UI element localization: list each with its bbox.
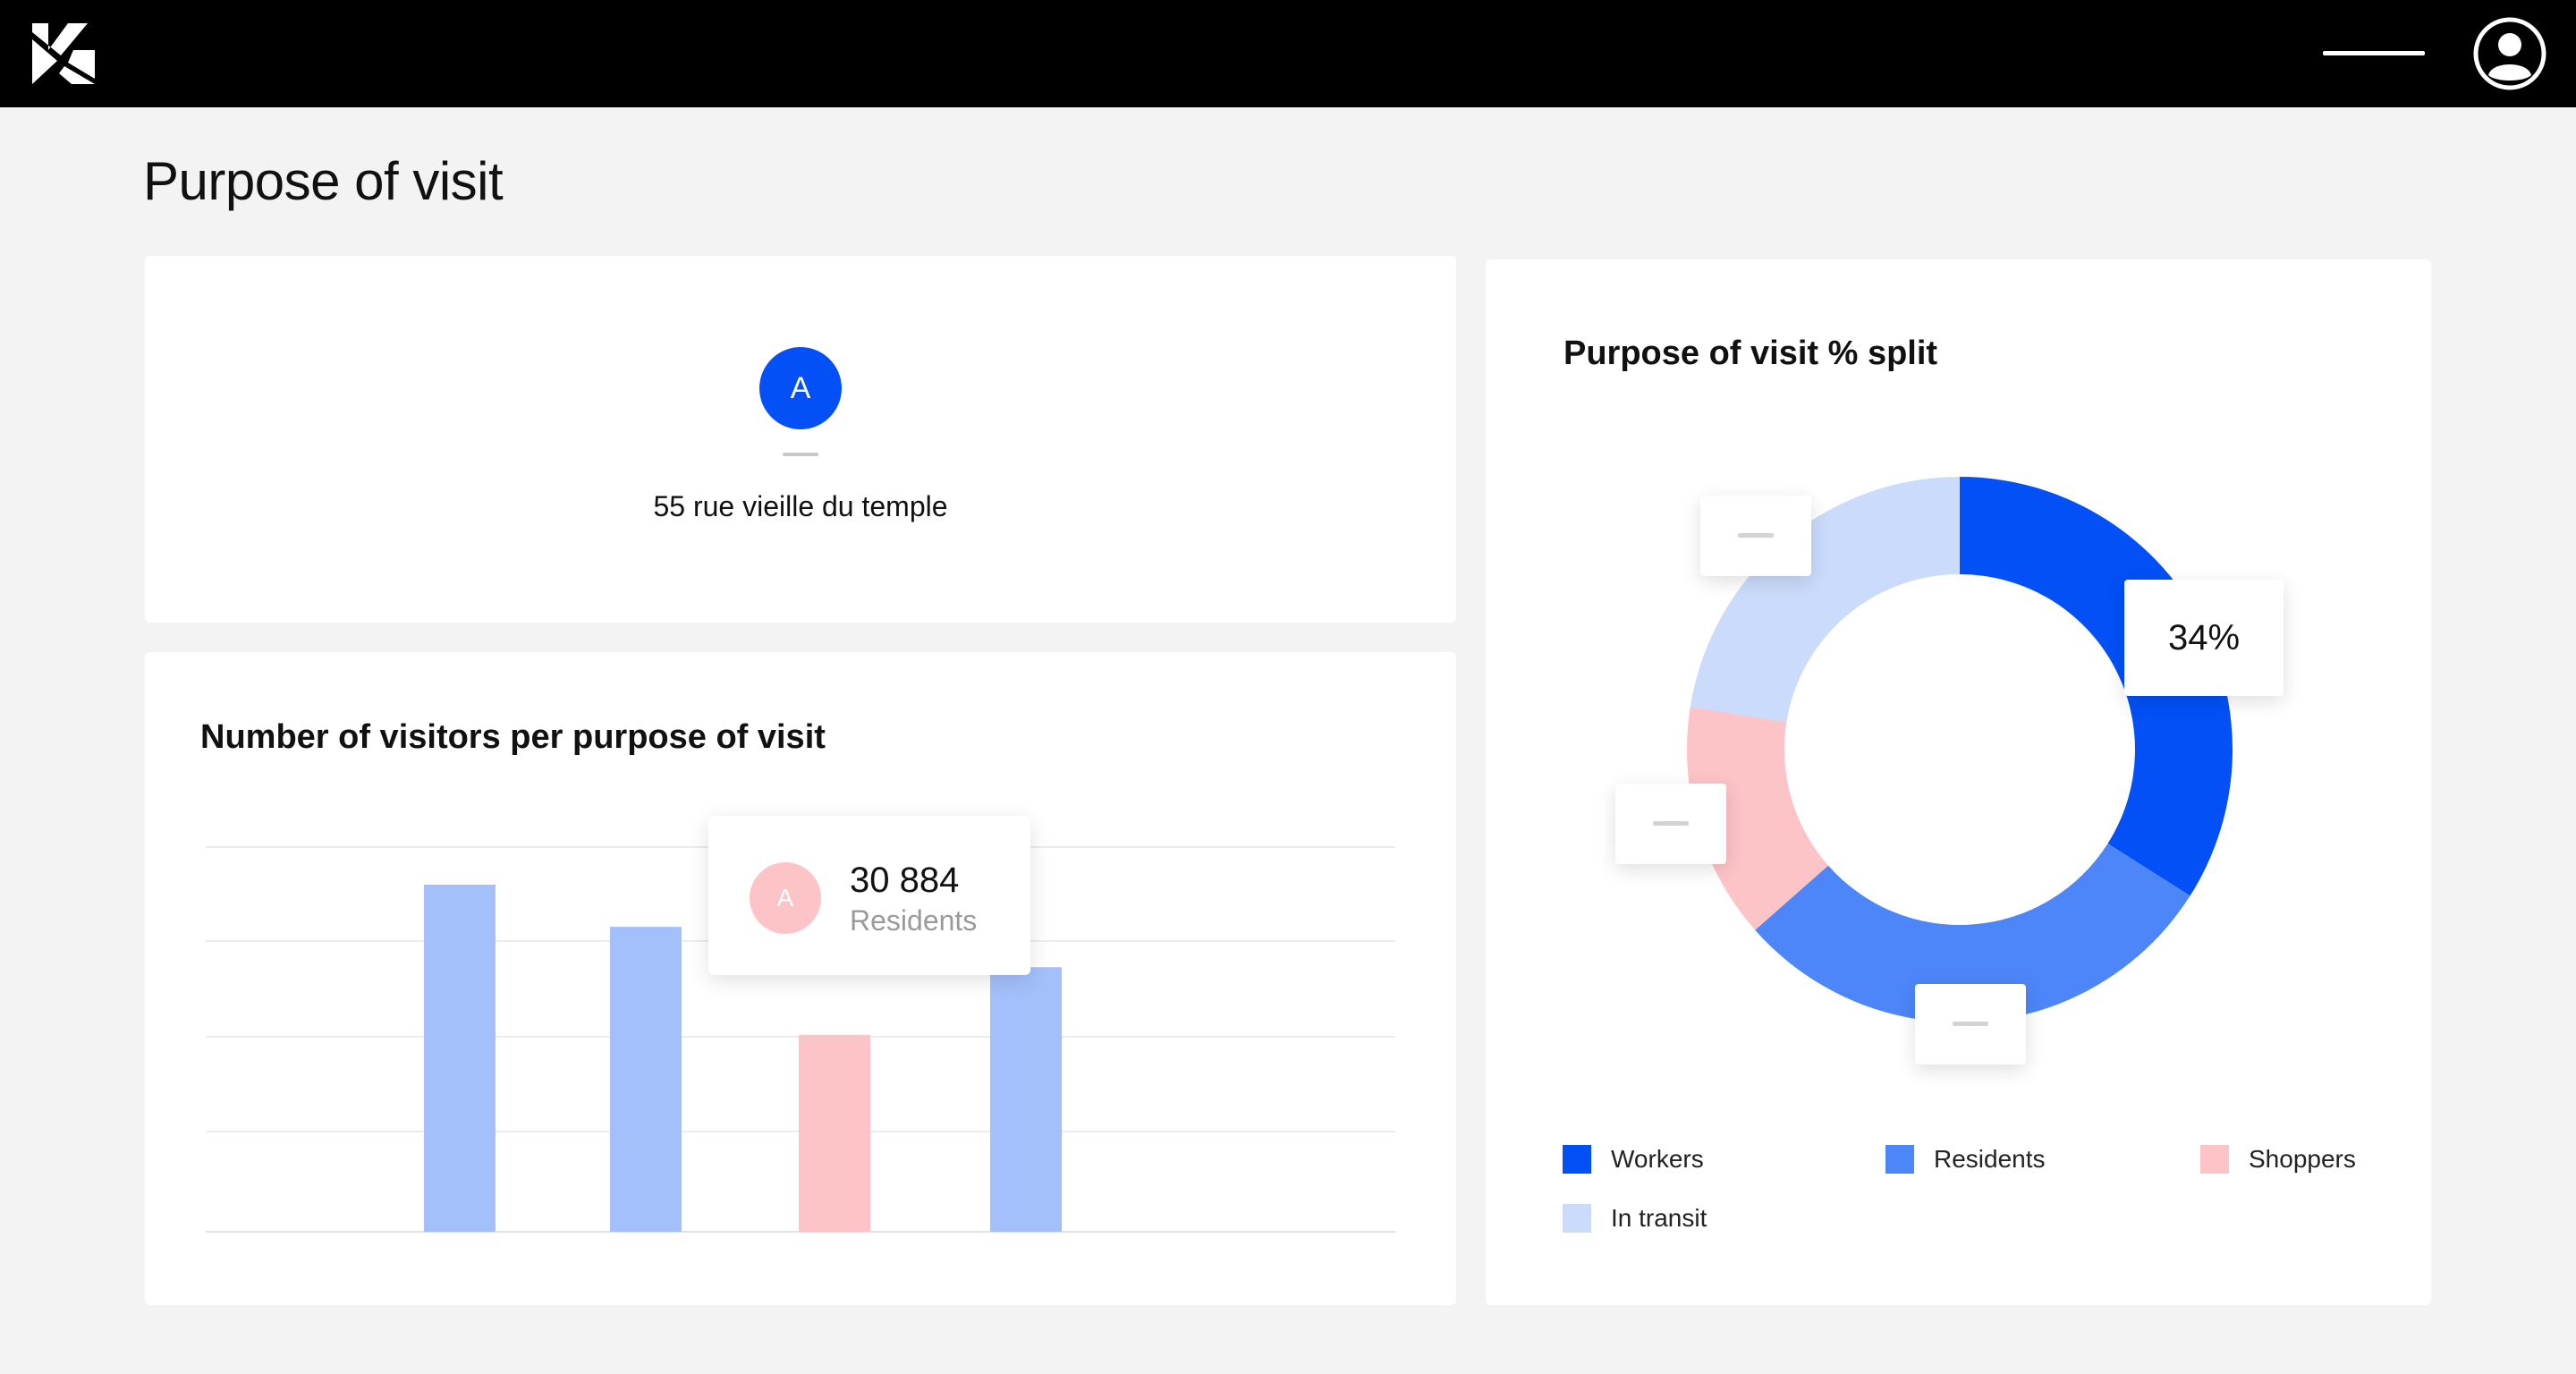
menu-icon[interactable]	[2323, 51, 2425, 55]
legend-label-in-transit: In transit	[1611, 1204, 1707, 1232]
legend-label-residents: Residents	[1934, 1145, 2046, 1173]
legend-label-shoppers: Shoppers	[2249, 1145, 2356, 1173]
legend-item-shoppers[interactable]: Shoppers	[2200, 1145, 2356, 1174]
user-profile-icon[interactable]	[2472, 16, 2547, 91]
legend-item-residents[interactable]: Residents	[1885, 1145, 2046, 1174]
location-address: 55 rue vieille du temple	[653, 490, 948, 522]
bar[interactable]	[990, 967, 1062, 1232]
bar-chart-title: Number of visitors per purpose of visit	[200, 718, 826, 756]
callout-placeholder-dash	[1953, 1022, 1988, 1026]
donut-slice-residents[interactable]	[1755, 844, 2190, 1023]
tooltip-label: Residents	[850, 904, 978, 937]
tooltip-badge: A	[750, 862, 821, 934]
bar[interactable]	[610, 927, 682, 1232]
donut-slice-shoppers[interactable]	[1687, 707, 1828, 930]
legend-swatch-in-transit	[1563, 1204, 1591, 1233]
legend-swatch-residents	[1885, 1145, 1914, 1174]
tooltip-value: 30 884	[850, 861, 960, 900]
page-title: Purpose of visit	[143, 151, 504, 211]
donut-callout-residents[interactable]	[1915, 984, 2026, 1064]
legend-label-workers: Workers	[1611, 1145, 1704, 1173]
visitors-bar-chart-card: Number of visitors per purpose of visit …	[145, 652, 1456, 1305]
donut-chart-title: Purpose of visit % split	[1563, 335, 1938, 372]
donut-callout-in-transit[interactable]	[1700, 496, 1811, 576]
visitors-bar-chart	[206, 846, 1395, 1233]
donut-callout-shoppers[interactable]	[1615, 784, 1726, 864]
brand-logo-icon[interactable]	[32, 23, 95, 84]
callout-placeholder-dash	[1653, 821, 1689, 826]
location-divider	[783, 453, 818, 456]
location-card: A 55 rue vieille du temple	[145, 256, 1456, 623]
donut-callout-workers[interactable]: 34%	[2124, 580, 2284, 696]
donut-slice-in-transit[interactable]	[1690, 477, 1960, 723]
legend-swatch-shoppers	[2200, 1145, 2229, 1174]
legend-item-in-transit[interactable]: In transit	[1563, 1204, 1707, 1233]
bar[interactable]	[799, 1034, 870, 1232]
location-badge[interactable]: A	[759, 347, 842, 429]
callout-placeholder-dash	[1738, 533, 1774, 538]
legend-swatch-workers	[1563, 1145, 1591, 1174]
bar[interactable]	[424, 884, 496, 1232]
legend-item-workers[interactable]: Workers	[1563, 1145, 1704, 1174]
top-navigation-bar	[0, 0, 2576, 107]
purpose-split-donut-card: Purpose of visit % split 34% Workers Res…	[1486, 259, 2431, 1305]
bar-tooltip: A 30 884 Residents	[708, 816, 1030, 975]
